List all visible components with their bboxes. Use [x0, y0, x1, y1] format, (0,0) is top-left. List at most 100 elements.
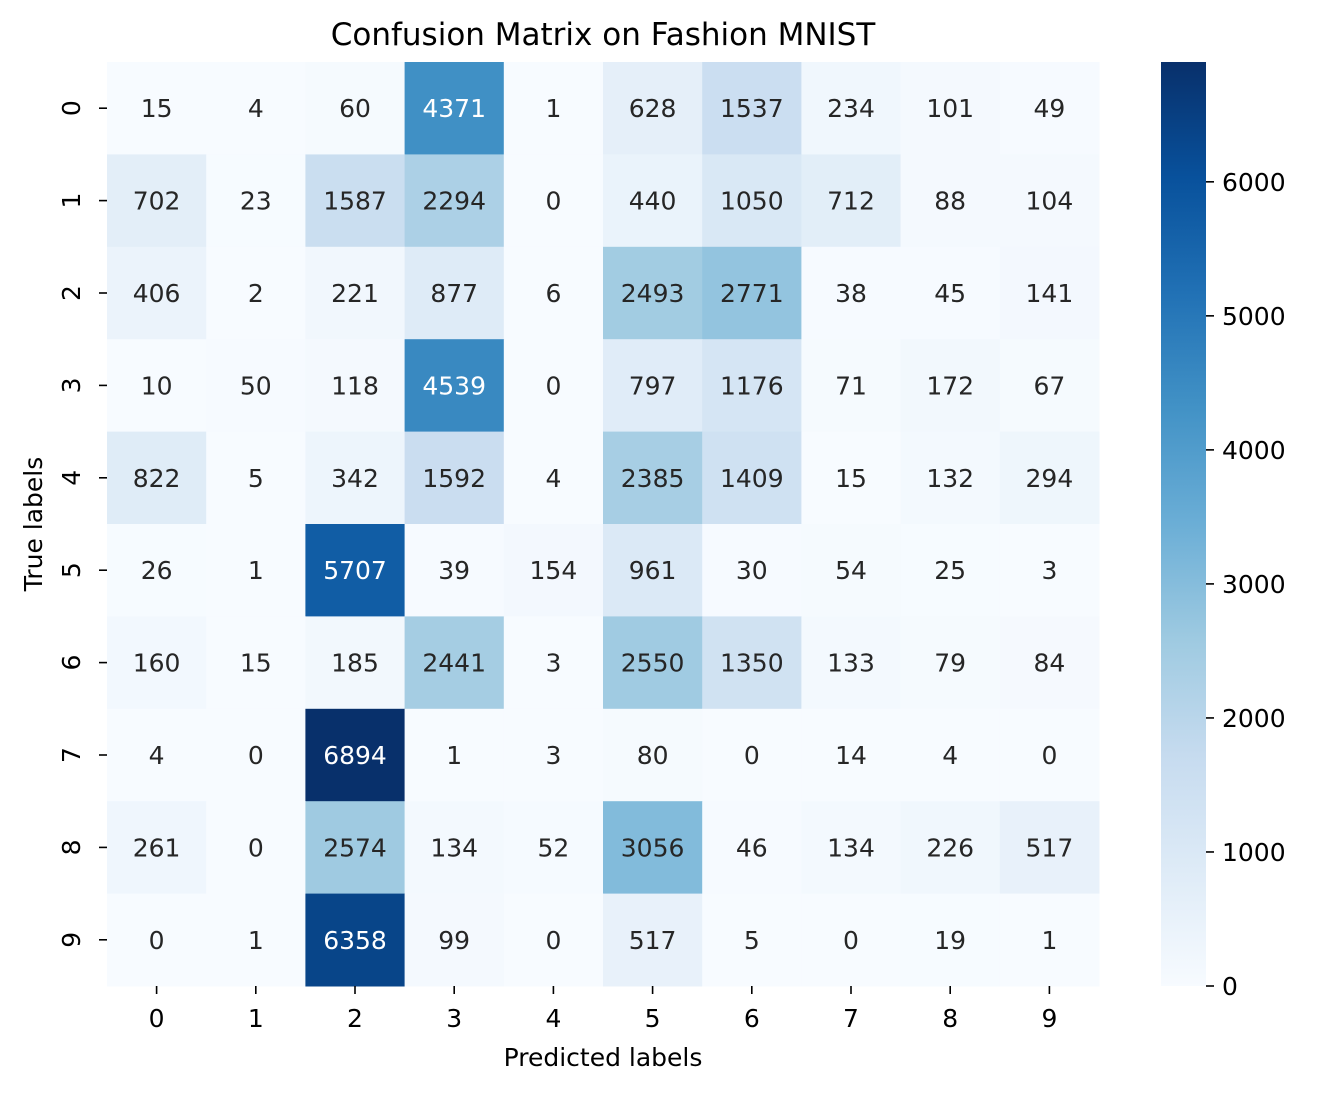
heatmap-cell — [603, 62, 703, 155]
x-tick-label: 2 — [347, 1004, 363, 1033]
x-axis-label: Predicted labels — [504, 1043, 703, 1072]
y-tick-label: 1 — [57, 193, 86, 209]
cell-value-label: 5 — [248, 464, 264, 493]
x-tick-label: 7 — [843, 1004, 859, 1033]
y-tick-label: 2 — [57, 285, 86, 301]
cell-value-label: 1 — [248, 926, 264, 955]
heatmap-cell — [900, 62, 1001, 155]
x-axis-ticks: 0 1 2 3 4 5 6 7 8 9 — [149, 986, 1057, 1033]
colorbar-tick-label: 0 — [1222, 972, 1238, 1001]
cell-value-label: 6358 — [323, 926, 387, 955]
heatmap-cell — [702, 431, 802, 525]
heatmap-cell — [999, 431, 1100, 525]
cell-value-label: 118 — [331, 371, 379, 400]
cell-value-label: 14 — [835, 741, 867, 770]
heatmap-cell — [305, 708, 406, 802]
heatmap-cell — [107, 339, 207, 433]
cell-value-label: 440 — [629, 187, 677, 216]
cell-value-label: 702 — [133, 187, 181, 216]
heatmap-cell — [404, 708, 505, 802]
heatmap-cell — [999, 62, 1100, 155]
cell-value-label: 26 — [141, 556, 173, 585]
heatmap-cell — [801, 524, 902, 617]
cell-value-label: 19 — [934, 926, 966, 955]
heatmap-cell — [305, 801, 406, 895]
cell-value-label: 2574 — [323, 833, 387, 862]
heatmap-cell — [305, 62, 406, 155]
heatmap-cell — [404, 431, 505, 525]
heatmap-cell — [702, 62, 802, 155]
cell-value-label: 4 — [248, 94, 264, 123]
y-tick-label: 5 — [57, 562, 86, 578]
heatmap-cell — [305, 524, 406, 617]
heatmap-cell — [107, 62, 207, 155]
colorbar-tick-label: 4000 — [1222, 436, 1286, 465]
heatmap-cell — [801, 62, 902, 155]
cell-value-label: 0 — [843, 926, 859, 955]
heatmap-cell — [603, 339, 703, 433]
cell-value-label: 99 — [438, 926, 470, 955]
heatmap-cell — [900, 339, 1001, 433]
cell-value-label: 0 — [545, 187, 561, 216]
heatmap-cell — [503, 154, 604, 248]
cell-value-label: 160 — [133, 649, 181, 678]
cell-value-label: 1 — [248, 556, 264, 585]
heatmap-cell — [107, 431, 207, 525]
cell-value-label: 141 — [1026, 279, 1074, 308]
cell-value-label: 45 — [934, 279, 966, 308]
heatmap-cell — [603, 616, 703, 710]
heatmap-cell — [603, 431, 703, 525]
heatmap-cell — [603, 524, 703, 617]
heatmap-cell — [603, 893, 703, 987]
cell-value-label: 0 — [545, 371, 561, 400]
heatmap-cell — [404, 893, 505, 987]
cell-value-label: 1592 — [422, 464, 486, 493]
cell-value-label: 71 — [835, 371, 867, 400]
cell-value-label: 1050 — [720, 187, 784, 216]
heatmap-cell — [206, 708, 306, 802]
heatmap-cell — [107, 893, 207, 987]
colorbar-ticks: 0 1000 2000 3000 4000 5000 6000 — [1206, 168, 1286, 1001]
cell-value-label: 5 — [744, 926, 760, 955]
cell-value-label: 0 — [248, 741, 264, 770]
cell-value-label: 4 — [545, 464, 561, 493]
heatmap-cell — [404, 801, 505, 895]
heatmap-cell — [404, 62, 505, 155]
heatmap-cell — [999, 524, 1100, 617]
heatmap-cell — [206, 339, 306, 433]
heatmap-cell — [503, 431, 604, 525]
cell-value-label: 517 — [1026, 833, 1074, 862]
heatmap-cell — [801, 431, 902, 525]
heatmap-cell — [702, 801, 802, 895]
y-tick-label: 6 — [57, 655, 86, 671]
heatmap-cell — [603, 154, 703, 248]
heatmap-cell — [900, 246, 1001, 340]
x-tick-label: 4 — [545, 1004, 561, 1033]
cell-value-label: 88 — [934, 187, 966, 216]
cell-value-label: 80 — [637, 741, 669, 770]
heatmap-cell — [702, 893, 802, 987]
cell-value-label: 52 — [537, 833, 569, 862]
x-tick-label: 8 — [942, 1004, 958, 1033]
heatmap-cell — [999, 339, 1100, 433]
cell-value-label: 2550 — [621, 649, 685, 678]
cell-value-label: 133 — [827, 649, 875, 678]
cell-value-label: 15 — [240, 649, 272, 678]
cell-value-label: 50 — [240, 371, 272, 400]
cell-value-label: 132 — [926, 464, 974, 493]
cell-value-label: 261 — [133, 833, 181, 862]
cell-value-label: 628 — [629, 94, 677, 123]
cell-value-label: 822 — [133, 464, 181, 493]
y-tick-label: 3 — [57, 377, 86, 393]
heatmap-cell — [503, 616, 604, 710]
cell-value-label: 0 — [149, 926, 165, 955]
cell-value-label: 23 — [240, 187, 272, 216]
cell-value-label: 1 — [446, 741, 462, 770]
heatmap-cell — [503, 62, 604, 155]
cell-value-label: 226 — [926, 833, 974, 862]
heatmap-cell — [900, 524, 1001, 617]
heatmap-cell — [503, 339, 604, 433]
cell-value-label: 60 — [339, 94, 371, 123]
heatmap-cell — [107, 246, 207, 340]
